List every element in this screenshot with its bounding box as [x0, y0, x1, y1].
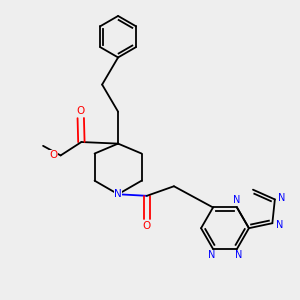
Text: N: N — [114, 189, 122, 199]
Text: N: N — [235, 250, 242, 260]
Text: N: N — [278, 193, 286, 203]
Text: N: N — [208, 250, 215, 260]
Text: N: N — [276, 220, 283, 230]
Text: N: N — [233, 195, 241, 206]
Text: O: O — [50, 150, 58, 161]
Text: O: O — [76, 106, 84, 116]
Text: O: O — [143, 221, 151, 231]
